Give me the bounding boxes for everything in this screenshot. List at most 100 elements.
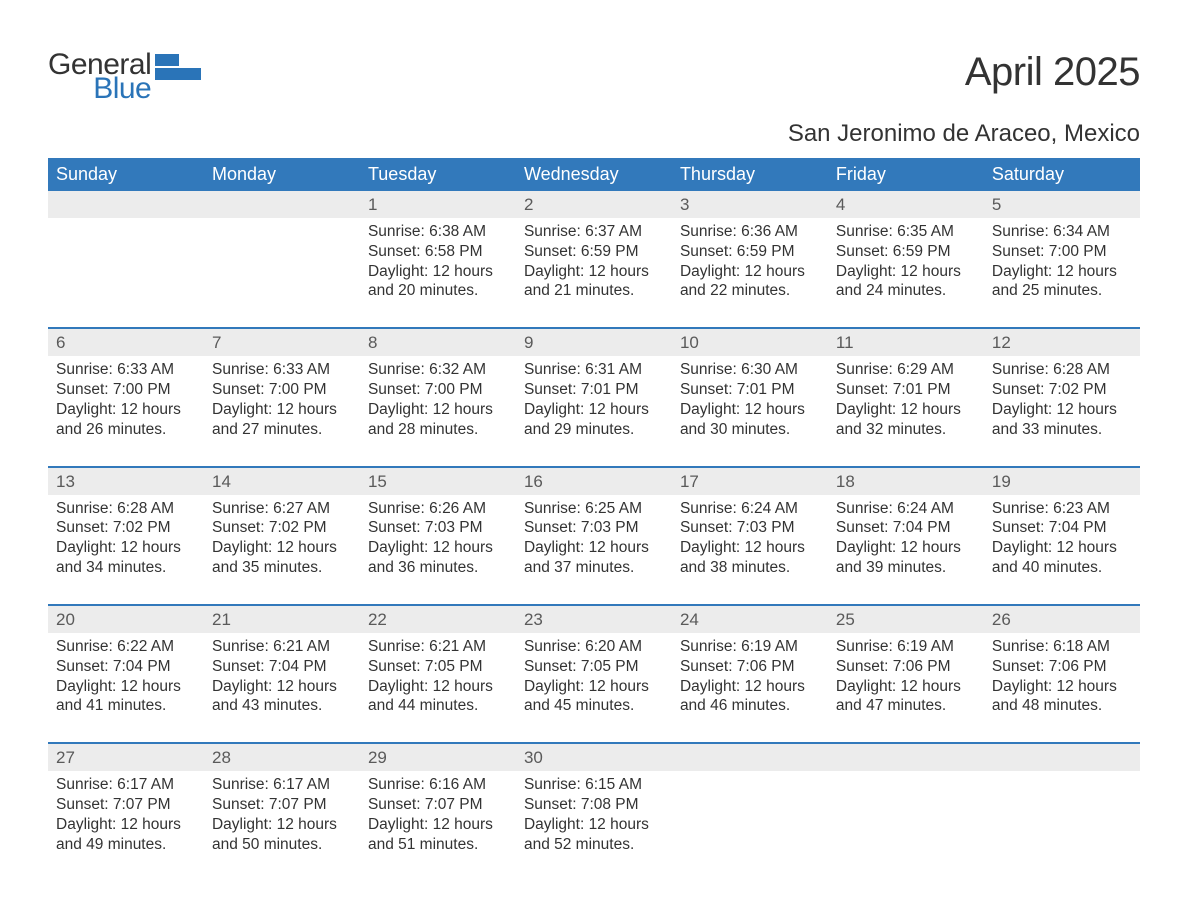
day-number-row: 12345 xyxy=(48,191,1140,218)
daylight-text: Daylight: 12 hours and 27 minutes. xyxy=(212,400,352,440)
daylight-text: Daylight: 12 hours and 21 minutes. xyxy=(524,262,664,302)
sunrise-text: Sunrise: 6:26 AM xyxy=(368,499,508,519)
daylight-text: Daylight: 12 hours and 40 minutes. xyxy=(992,538,1132,578)
sunset-text: Sunset: 7:04 PM xyxy=(212,657,352,677)
day-number: 12 xyxy=(984,329,1140,356)
day-number: 26 xyxy=(984,606,1140,633)
sunset-text: Sunset: 6:59 PM xyxy=(680,242,820,262)
day-detail-cell: Sunrise: 6:17 AMSunset: 7:07 PMDaylight:… xyxy=(204,771,360,864)
sunset-text: Sunset: 7:02 PM xyxy=(212,518,352,538)
day-number: 16 xyxy=(516,468,672,495)
flag-icon xyxy=(155,54,201,80)
sunset-text: Sunset: 7:07 PM xyxy=(56,795,196,815)
dow-cell: Saturday xyxy=(984,158,1140,191)
daylight-text: Daylight: 12 hours and 48 minutes. xyxy=(992,677,1132,717)
sunset-text: Sunset: 7:06 PM xyxy=(680,657,820,677)
sunrise-text: Sunrise: 6:35 AM xyxy=(836,222,976,242)
day-detail-cell: Sunrise: 6:17 AMSunset: 7:07 PMDaylight:… xyxy=(48,771,204,864)
daylight-text: Daylight: 12 hours and 44 minutes. xyxy=(368,677,508,717)
day-number: 5 xyxy=(984,191,1140,218)
day-number-row: 13141516171819 xyxy=(48,468,1140,495)
sunrise-text: Sunrise: 6:15 AM xyxy=(524,775,664,795)
sunrise-text: Sunrise: 6:17 AM xyxy=(56,775,196,795)
day-number: 20 xyxy=(48,606,204,633)
sunset-text: Sunset: 7:01 PM xyxy=(524,380,664,400)
sunset-text: Sunset: 7:04 PM xyxy=(836,518,976,538)
day-detail-cell: Sunrise: 6:18 AMSunset: 7:06 PMDaylight:… xyxy=(984,633,1140,743)
sunrise-text: Sunrise: 6:24 AM xyxy=(680,499,820,519)
sunset-text: Sunset: 7:05 PM xyxy=(368,657,508,677)
sunrise-text: Sunrise: 6:37 AM xyxy=(524,222,664,242)
sunrise-text: Sunrise: 6:29 AM xyxy=(836,360,976,380)
daylight-text: Daylight: 12 hours and 37 minutes. xyxy=(524,538,664,578)
daylight-text: Daylight: 12 hours and 35 minutes. xyxy=(212,538,352,578)
daylight-text: Daylight: 12 hours and 41 minutes. xyxy=(56,677,196,717)
day-detail-row: Sunrise: 6:28 AMSunset: 7:02 PMDaylight:… xyxy=(48,495,1140,605)
day-number: 1 xyxy=(360,191,516,218)
day-detail-cell xyxy=(672,771,828,864)
day-detail-cell: Sunrise: 6:34 AMSunset: 7:00 PMDaylight:… xyxy=(984,218,1140,328)
sunrise-text: Sunrise: 6:25 AM xyxy=(524,499,664,519)
sunset-text: Sunset: 7:04 PM xyxy=(56,657,196,677)
day-number: 10 xyxy=(672,329,828,356)
daylight-text: Daylight: 12 hours and 45 minutes. xyxy=(524,677,664,717)
sunrise-text: Sunrise: 6:28 AM xyxy=(56,499,196,519)
sunset-text: Sunset: 6:58 PM xyxy=(368,242,508,262)
daylight-text: Daylight: 12 hours and 30 minutes. xyxy=(680,400,820,440)
daylight-text: Daylight: 12 hours and 38 minutes. xyxy=(680,538,820,578)
location-subtitle: San Jeronimo de Araceo, Mexico xyxy=(48,120,1140,148)
daylight-text: Daylight: 12 hours and 32 minutes. xyxy=(836,400,976,440)
sunrise-text: Sunrise: 6:18 AM xyxy=(992,637,1132,657)
day-detail-cell: Sunrise: 6:30 AMSunset: 7:01 PMDaylight:… xyxy=(672,356,828,466)
sunset-text: Sunset: 7:07 PM xyxy=(368,795,508,815)
day-number: 23 xyxy=(516,606,672,633)
day-detail-cell: Sunrise: 6:38 AMSunset: 6:58 PMDaylight:… xyxy=(360,218,516,328)
daylight-text: Daylight: 12 hours and 26 minutes. xyxy=(56,400,196,440)
day-number-row: 27282930 xyxy=(48,744,1140,771)
sunset-text: Sunset: 7:03 PM xyxy=(524,518,664,538)
day-detail-cell: Sunrise: 6:25 AMSunset: 7:03 PMDaylight:… xyxy=(516,495,672,605)
day-detail-cell: Sunrise: 6:29 AMSunset: 7:01 PMDaylight:… xyxy=(828,356,984,466)
sunrise-text: Sunrise: 6:16 AM xyxy=(368,775,508,795)
day-number: 11 xyxy=(828,329,984,356)
day-number xyxy=(828,744,984,771)
sunset-text: Sunset: 7:00 PM xyxy=(56,380,196,400)
day-detail-cell: Sunrise: 6:31 AMSunset: 7:01 PMDaylight:… xyxy=(516,356,672,466)
day-detail-cell: Sunrise: 6:26 AMSunset: 7:03 PMDaylight:… xyxy=(360,495,516,605)
day-number xyxy=(984,744,1140,771)
day-number: 24 xyxy=(672,606,828,633)
day-number-row: 20212223242526 xyxy=(48,606,1140,633)
day-detail-cell: Sunrise: 6:19 AMSunset: 7:06 PMDaylight:… xyxy=(828,633,984,743)
day-detail-cell: Sunrise: 6:24 AMSunset: 7:03 PMDaylight:… xyxy=(672,495,828,605)
daylight-text: Daylight: 12 hours and 34 minutes. xyxy=(56,538,196,578)
day-number: 15 xyxy=(360,468,516,495)
day-number: 13 xyxy=(48,468,204,495)
sunset-text: Sunset: 7:01 PM xyxy=(680,380,820,400)
day-of-week-header: Sunday Monday Tuesday Wednesday Thursday… xyxy=(48,158,1140,191)
day-detail-cell: Sunrise: 6:27 AMSunset: 7:02 PMDaylight:… xyxy=(204,495,360,605)
day-number: 19 xyxy=(984,468,1140,495)
day-detail-cell: Sunrise: 6:36 AMSunset: 6:59 PMDaylight:… xyxy=(672,218,828,328)
daylight-text: Daylight: 12 hours and 29 minutes. xyxy=(524,400,664,440)
dow-cell: Monday xyxy=(204,158,360,191)
day-number: 25 xyxy=(828,606,984,633)
day-detail-cell: Sunrise: 6:24 AMSunset: 7:04 PMDaylight:… xyxy=(828,495,984,605)
day-detail-cell: Sunrise: 6:33 AMSunset: 7:00 PMDaylight:… xyxy=(48,356,204,466)
day-detail-cell: Sunrise: 6:21 AMSunset: 7:05 PMDaylight:… xyxy=(360,633,516,743)
day-detail-cell: Sunrise: 6:15 AMSunset: 7:08 PMDaylight:… xyxy=(516,771,672,864)
sunrise-text: Sunrise: 6:32 AM xyxy=(368,360,508,380)
day-detail-cell xyxy=(828,771,984,864)
day-number: 7 xyxy=(204,329,360,356)
sunrise-text: Sunrise: 6:21 AM xyxy=(212,637,352,657)
day-detail-cell: Sunrise: 6:16 AMSunset: 7:07 PMDaylight:… xyxy=(360,771,516,864)
sunset-text: Sunset: 7:02 PM xyxy=(56,518,196,538)
sunset-text: Sunset: 7:01 PM xyxy=(836,380,976,400)
sunset-text: Sunset: 7:06 PM xyxy=(836,657,976,677)
sunset-text: Sunset: 7:00 PM xyxy=(992,242,1132,262)
daylight-text: Daylight: 12 hours and 25 minutes. xyxy=(992,262,1132,302)
sunset-text: Sunset: 7:06 PM xyxy=(992,657,1132,677)
dow-cell: Friday xyxy=(828,158,984,191)
sunset-text: Sunset: 7:00 PM xyxy=(368,380,508,400)
sunrise-text: Sunrise: 6:21 AM xyxy=(368,637,508,657)
sunset-text: Sunset: 7:04 PM xyxy=(992,518,1132,538)
